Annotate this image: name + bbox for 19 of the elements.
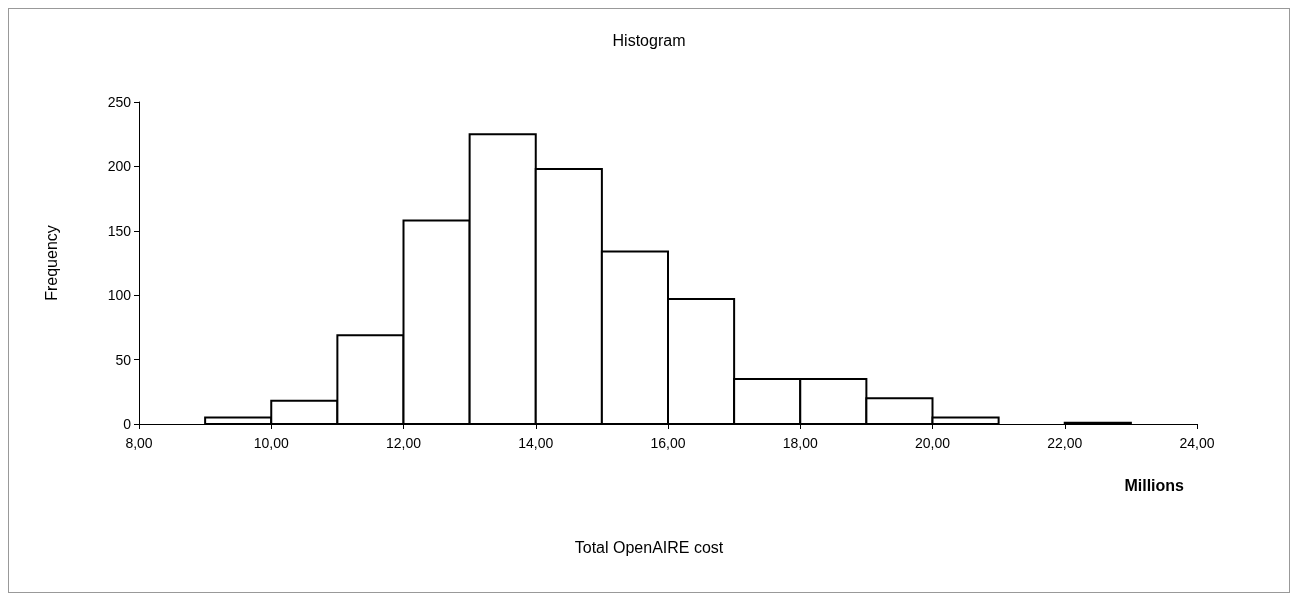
y-axis-title: Frequency <box>42 225 60 301</box>
x-tick-label: 16,00 <box>650 435 686 451</box>
text: Millions <box>1124 476 1185 494</box>
x-tick-label: 20,00 <box>914 435 951 451</box>
text: Total OpenAIRE cost <box>574 538 724 556</box>
y-tick-label: 250 <box>107 94 132 110</box>
chart-title: Histogram <box>612 31 686 49</box>
y-tick-label: 100 <box>107 287 132 304</box>
y-tick-label: 0 <box>123 416 132 432</box>
x-tick-label: 8,00 <box>125 435 153 451</box>
y-tick-label: 150 <box>107 222 132 239</box>
x-tick-label: 10,00 <box>253 435 289 451</box>
x-tick-label: 18,00 <box>782 435 818 451</box>
x-tick-label: 14,00 <box>518 435 554 451</box>
x-tick-label: 22,00 <box>1047 435 1083 451</box>
x-tick-label: 12,00 <box>385 435 422 451</box>
y-tick-label: 200 <box>107 158 132 175</box>
y-tick-label: 50 <box>115 351 132 368</box>
x-tick-label: 24,00 <box>1179 435 1215 451</box>
